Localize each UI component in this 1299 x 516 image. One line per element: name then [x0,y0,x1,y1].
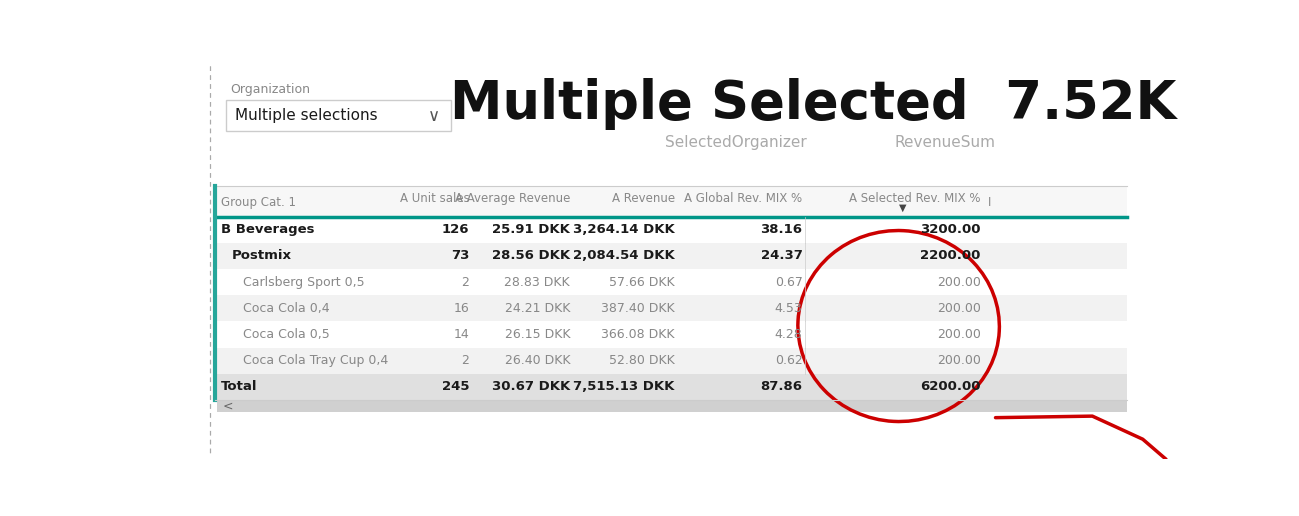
Text: Coca Cola 0,5: Coca Cola 0,5 [243,328,330,341]
Text: RevenueSum: RevenueSum [895,135,995,150]
Bar [217,269,1128,295]
Text: ∨: ∨ [427,107,439,125]
Text: Multiple Selected  7.52K: Multiple Selected 7.52K [451,78,1177,130]
FancyBboxPatch shape [226,101,451,131]
Text: 87.86: 87.86 [760,380,803,393]
Text: 0.67: 0.67 [774,276,803,288]
Text: Multiple selections: Multiple selections [235,108,378,123]
Bar [217,321,1128,348]
Bar [217,348,1128,374]
Text: 2,084.54 DKK: 2,084.54 DKK [573,249,674,263]
Text: Coca Cola 0,4: Coca Cola 0,4 [243,302,330,315]
Text: 200.00: 200.00 [937,302,981,315]
Bar [217,295,1128,321]
Text: 28.56 DKK: 28.56 DKK [492,249,570,263]
Text: 3,264.14 DKK: 3,264.14 DKK [573,223,674,236]
Text: 4.53: 4.53 [774,302,803,315]
Text: Postmix: Postmix [233,249,292,263]
Text: I: I [987,196,991,208]
Text: SelectedOrganizer: SelectedOrganizer [665,135,807,150]
Text: 200.00: 200.00 [937,328,981,341]
Text: Coca Cola Tray Cup 0,4: Coca Cola Tray Cup 0,4 [243,354,388,367]
Text: A Revenue: A Revenue [612,192,674,205]
Text: 200.00: 200.00 [937,276,981,288]
Text: A Global Rev. MIX %: A Global Rev. MIX % [685,192,803,205]
Text: 57.66 DKK: 57.66 DKK [609,276,674,288]
Text: 24.37: 24.37 [761,249,803,263]
Text: 26.15 DKK: 26.15 DKK [504,328,570,341]
Text: 30.67 DKK: 30.67 DKK [492,380,570,393]
Text: A Selected Rev. MIX %: A Selected Rev. MIX % [850,192,981,205]
Text: B Beverages: B Beverages [221,223,314,236]
Text: 24.21 DKK: 24.21 DKK [504,302,570,315]
Text: 16: 16 [453,302,469,315]
Text: 366.08 DKK: 366.08 DKK [601,328,674,341]
Text: 14: 14 [453,328,469,341]
Text: A Unit sales: A Unit sales [400,192,469,205]
Text: 4.28: 4.28 [774,328,803,341]
Text: 7,515.13 DKK: 7,515.13 DKK [573,380,674,393]
Text: Total: Total [221,380,257,393]
Bar [216,187,1128,217]
Bar [217,217,1128,243]
Text: ▼: ▼ [899,203,907,213]
Text: 0.62: 0.62 [774,354,803,367]
Text: 3200.00: 3200.00 [920,223,981,236]
Text: 2200.00: 2200.00 [921,249,981,263]
Text: 245: 245 [442,380,469,393]
Text: 200.00: 200.00 [937,354,981,367]
Text: 73: 73 [451,249,469,263]
Text: 25.91 DKK: 25.91 DKK [492,223,570,236]
Text: A Average Revenue: A Average Revenue [455,192,570,205]
Text: 38.16: 38.16 [760,223,803,236]
Text: 28.83 DKK: 28.83 DKK [504,276,570,288]
Bar [217,401,1128,411]
Text: 126: 126 [442,223,469,236]
Text: 2: 2 [461,276,469,288]
Text: 26.40 DKK: 26.40 DKK [504,354,570,367]
Text: 2: 2 [461,354,469,367]
Bar [217,374,1128,400]
Text: Group Cat. 1: Group Cat. 1 [221,196,296,208]
Text: 387.40 DKK: 387.40 DKK [601,302,674,315]
Text: Carlsberg Sport 0,5: Carlsberg Sport 0,5 [243,276,365,288]
Bar [217,243,1128,269]
Text: 52.80 DKK: 52.80 DKK [609,354,674,367]
Text: <: < [223,399,234,413]
Text: Organization: Organization [231,84,310,96]
Text: 6200.00: 6200.00 [920,380,981,393]
